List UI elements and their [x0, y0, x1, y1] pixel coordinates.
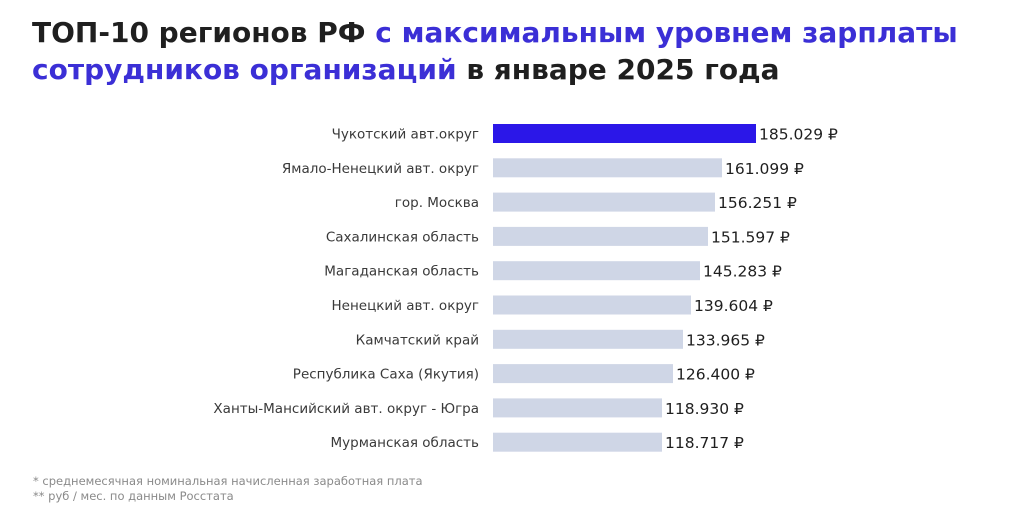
bar: [493, 432, 662, 452]
value-label: 156.251 ₽: [718, 194, 797, 212]
category-label: Ямало-Ненецкий авт. округ: [282, 161, 479, 177]
category-label: Ненецкий авт. округ: [331, 298, 479, 314]
footnote-1: * среднемесячная номинальная начисленная…: [33, 474, 423, 488]
value-label: 145.283 ₽: [703, 263, 782, 281]
chart-title: ТОП-10 регионов РФ с максимальным уровне…: [32, 14, 982, 88]
bar: [493, 158, 722, 178]
category-label: Магаданская область: [324, 264, 479, 280]
value-label: 133.965 ₽: [686, 331, 765, 349]
title-part-1: ТОП-10 регионов РФ: [32, 16, 376, 49]
bar-chart: Чукотский авт.округ 185.029 ₽ Ямало-Ненецк…: [213, 124, 838, 452]
value-label: 118.717 ₽: [665, 434, 744, 452]
category-label: Мурманская область: [331, 435, 480, 451]
bar: [493, 364, 673, 384]
value-label: 185.029 ₽: [759, 126, 838, 144]
value-label: 151.597 ₽: [711, 228, 790, 246]
category-label: Камчатский край: [356, 332, 479, 348]
title-part-accent: с максимальным уровнем зарплаты сотрудни…: [32, 16, 958, 86]
bar: [493, 261, 700, 281]
category-label: Сахалинская область: [326, 229, 479, 245]
value-label: 161.099 ₽: [725, 160, 804, 178]
bar: [493, 124, 756, 143]
title-part-3: в январе 2025 года: [456, 53, 780, 86]
value-label: 126.400 ₽: [676, 366, 755, 384]
footnote-2: ** руб / мес. по данным Росстата: [33, 489, 234, 503]
category-label: гор. Москва: [395, 195, 479, 211]
bar: [493, 295, 691, 315]
bar: [493, 398, 662, 418]
value-label: 118.930 ₽: [665, 400, 744, 418]
value-label: 139.604 ₽: [694, 297, 773, 315]
category-label: Чукотский авт.округ: [332, 127, 479, 143]
bar: [493, 192, 715, 212]
bar: [493, 226, 708, 246]
bar: [493, 329, 683, 349]
category-label: Ханты-Мансийский авт. округ - Югра: [213, 401, 479, 417]
footnotes: * среднемесячная номинальная начисленная…: [33, 474, 423, 504]
category-label: Республика Саха (Якутия): [293, 367, 479, 383]
